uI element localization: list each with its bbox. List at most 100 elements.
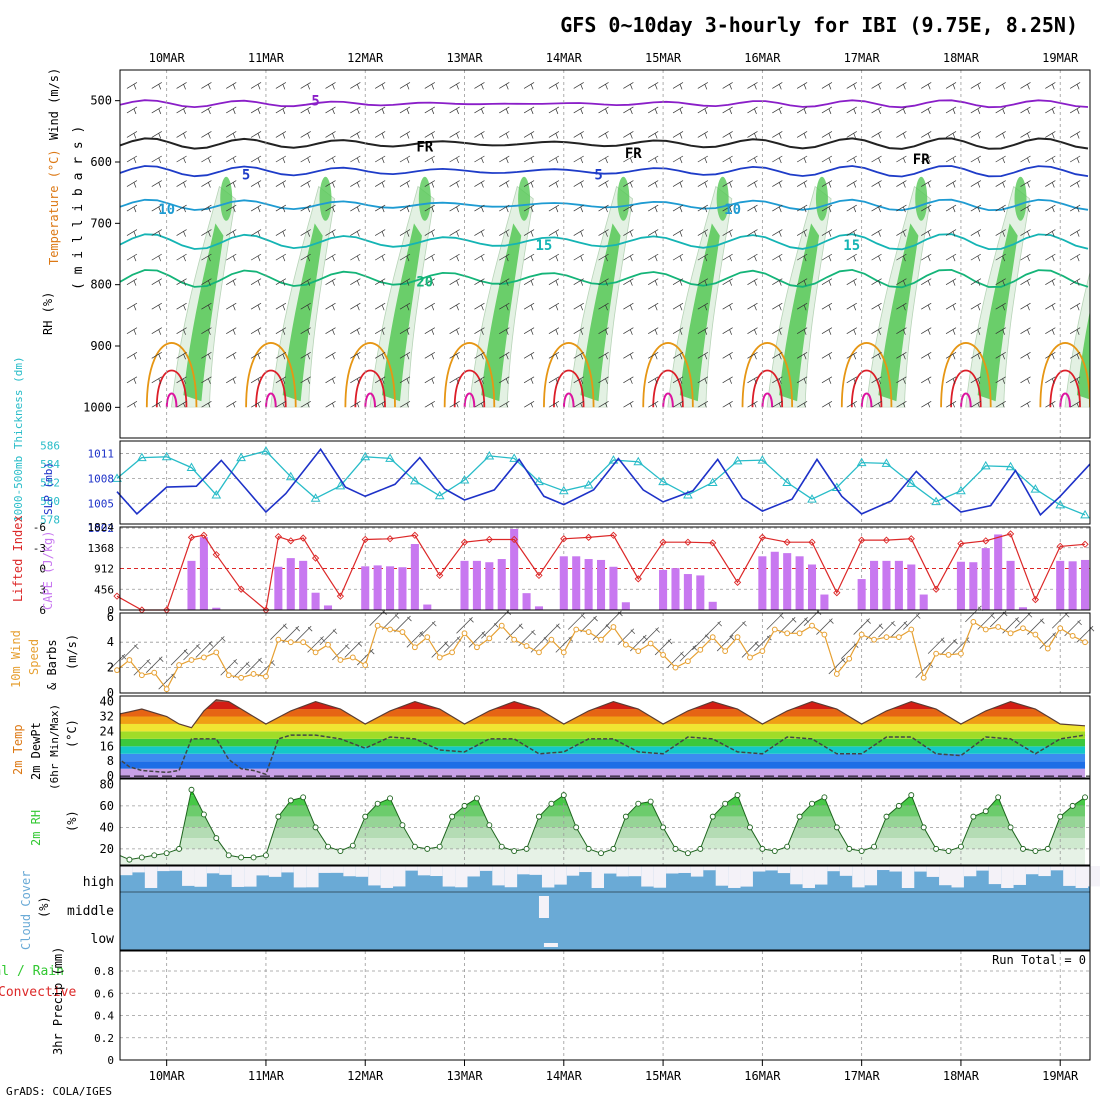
slp-point bbox=[484, 450, 495, 460]
rh-patch bbox=[518, 176, 531, 221]
cloud-gap bbox=[752, 866, 766, 872]
y-tick-label: 40 bbox=[100, 695, 114, 709]
wind-barb bbox=[970, 229, 982, 237]
cloud-fill bbox=[120, 866, 1090, 950]
wind-barb bbox=[151, 376, 162, 384]
temp-band bbox=[120, 768, 1086, 778]
wind-speed-point bbox=[1057, 625, 1064, 632]
wind-barb bbox=[648, 180, 659, 188]
slp-point bbox=[310, 493, 321, 502]
wind-barb bbox=[623, 180, 634, 188]
temp2m-label-1: 2m Temp bbox=[11, 724, 25, 775]
wind-barb bbox=[548, 229, 560, 237]
cloud-frame bbox=[119, 865, 1091, 951]
upper-plot-area bbox=[120, 70, 1090, 438]
wind-barb bbox=[697, 327, 709, 335]
wind-barb bbox=[747, 131, 758, 139]
date-label-bottom: 17MAR bbox=[844, 1069, 881, 1083]
wind-barb bbox=[449, 327, 460, 335]
wind-speed-point bbox=[474, 644, 480, 651]
wind-barb bbox=[846, 253, 857, 262]
wind-speed-point bbox=[523, 643, 530, 649]
rh-point bbox=[1007, 824, 1014, 831]
cape-bar bbox=[1006, 560, 1015, 610]
cape-bar bbox=[485, 562, 494, 610]
wind-barb bbox=[796, 180, 808, 188]
slp-point bbox=[683, 489, 693, 499]
rh-point bbox=[138, 854, 145, 861]
y-tick-label: 580 bbox=[40, 495, 60, 508]
wind-frame bbox=[119, 612, 1091, 694]
rh-plume-dark bbox=[679, 223, 720, 402]
wind-barb bbox=[474, 82, 485, 90]
wind-barb bbox=[623, 82, 634, 90]
wind-barb bbox=[449, 204, 460, 213]
wind-barb bbox=[300, 155, 311, 164]
cape-bar bbox=[795, 556, 804, 610]
wind-barb bbox=[275, 376, 287, 384]
wind-speed-point bbox=[895, 634, 902, 641]
cape-bar bbox=[870, 560, 879, 610]
cloud-cover-panel: high middle low bbox=[67, 865, 1100, 951]
cloud-gap bbox=[628, 866, 642, 877]
contour-temp-30 bbox=[850, 369, 883, 408]
wind-barb bbox=[523, 278, 535, 286]
wind-barb bbox=[275, 302, 287, 311]
wind-barb bbox=[697, 229, 709, 237]
li-point bbox=[212, 551, 220, 559]
wind-barb bbox=[772, 82, 783, 90]
wind-speed-point bbox=[573, 626, 580, 633]
y-tick-label: 0.2 bbox=[94, 1032, 114, 1045]
li-point bbox=[609, 531, 618, 539]
date-label-top: 16MAR bbox=[744, 51, 781, 65]
wind-barb bbox=[449, 302, 460, 311]
cloud-gap bbox=[1050, 866, 1064, 871]
wind-barb bbox=[672, 229, 684, 237]
wind-barb bbox=[474, 204, 485, 213]
y-tick-label: 1002 bbox=[88, 522, 115, 535]
wind-barb bbox=[573, 82, 584, 90]
wind-barb bbox=[598, 327, 609, 335]
wind-barb bbox=[747, 106, 758, 115]
wind-barb bbox=[871, 155, 882, 164]
wind-barb bbox=[796, 131, 808, 139]
wind-barb bbox=[672, 131, 684, 139]
wind-barb bbox=[995, 253, 1006, 262]
rh-plume-dark bbox=[481, 223, 522, 402]
slp-point bbox=[410, 475, 420, 485]
wind-barb bbox=[747, 302, 758, 311]
cloud-gap bbox=[1075, 866, 1089, 888]
rh-point bbox=[511, 848, 518, 854]
wind-barb bbox=[548, 302, 560, 311]
wind-barb bbox=[374, 278, 386, 286]
rh-point bbox=[486, 822, 493, 829]
wind-barb bbox=[176, 106, 187, 115]
wind-barb bbox=[126, 253, 138, 262]
wind-barb bbox=[474, 327, 485, 335]
li-point bbox=[510, 535, 518, 544]
wind-speed-point bbox=[722, 648, 729, 654]
wind-barb bbox=[523, 155, 535, 164]
slp-point bbox=[732, 455, 743, 465]
contour-label: 5 bbox=[311, 94, 319, 110]
wind-barb bbox=[449, 106, 460, 115]
wind-barb bbox=[176, 155, 187, 164]
rh-point bbox=[821, 794, 828, 801]
wind-barb bbox=[722, 131, 733, 139]
cloud-gap bbox=[169, 866, 183, 871]
contour-temp-30 bbox=[652, 369, 684, 408]
y-tick-label: 456 bbox=[94, 583, 114, 596]
date-label-top: 11MAR bbox=[248, 51, 285, 65]
wind-barb bbox=[778, 617, 797, 634]
rh-point bbox=[846, 845, 853, 852]
wind-barb bbox=[201, 155, 212, 164]
wind-barb bbox=[921, 278, 932, 286]
wind-barb bbox=[796, 278, 808, 286]
wind-speed-point bbox=[709, 634, 716, 641]
y-tick-label: 0.8 bbox=[94, 965, 114, 978]
wind-barb bbox=[325, 180, 336, 188]
wind-barb bbox=[772, 229, 783, 237]
slp-point bbox=[707, 477, 718, 486]
wind-barb bbox=[846, 131, 857, 139]
wind-barb bbox=[523, 106, 535, 115]
